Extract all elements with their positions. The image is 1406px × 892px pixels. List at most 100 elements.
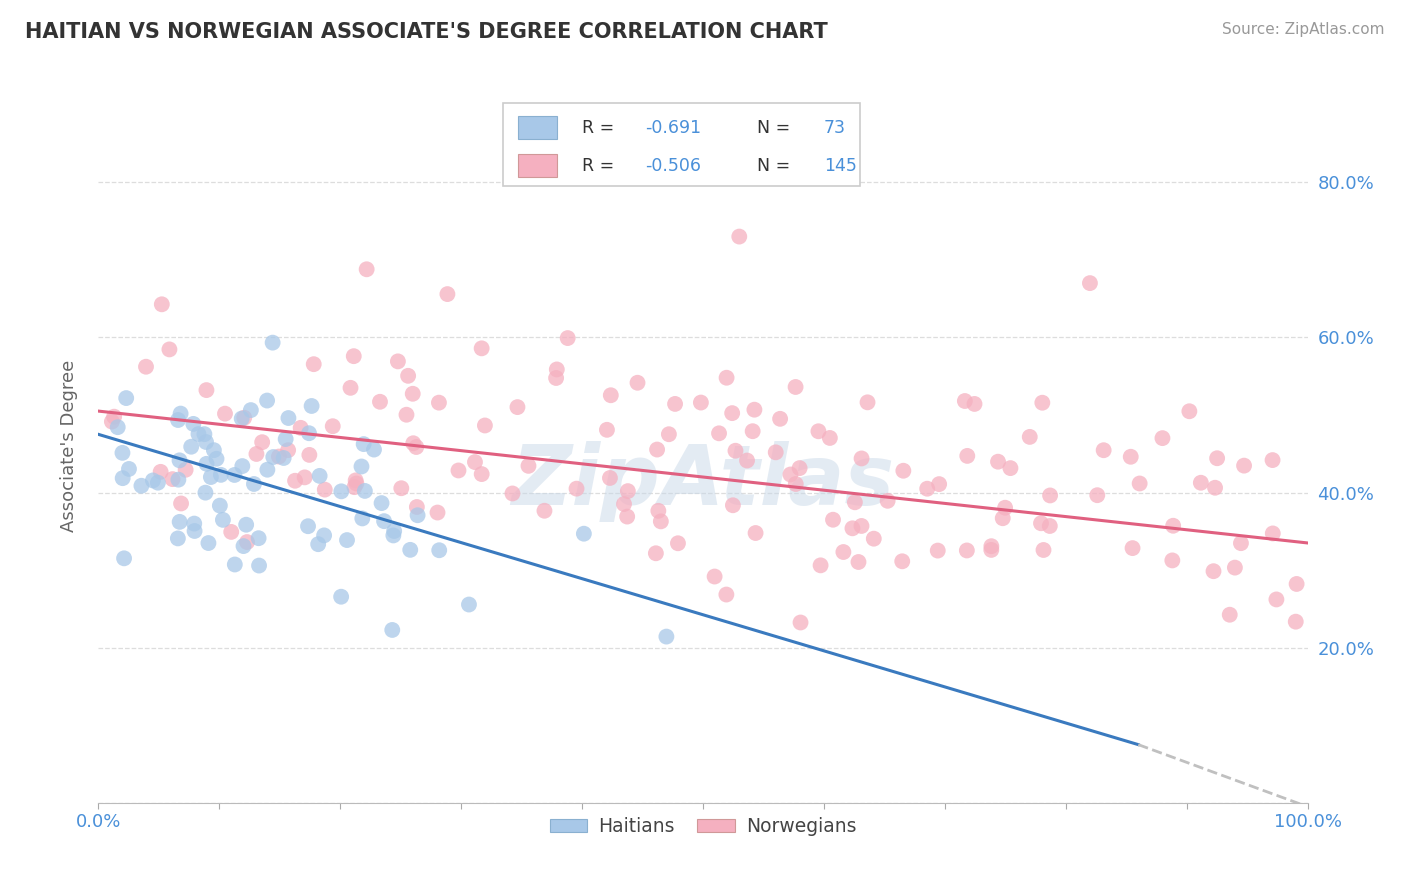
Point [174, 463, 197, 477]
Point [314, 483, 336, 497]
Point [690, 395, 713, 409]
Point [848, 555, 870, 569]
Point [427, 395, 450, 409]
Point [458, 598, 481, 612]
Point [517, 458, 540, 473]
Point [716, 370, 738, 384]
Point [195, 383, 218, 397]
Point [195, 435, 218, 450]
Point [474, 418, 496, 433]
Legend: Haitians, Norwegians: Haitians, Norwegians [541, 809, 865, 843]
Point [336, 533, 359, 547]
Point [1223, 560, 1246, 574]
Point [744, 526, 766, 541]
Point [231, 411, 253, 425]
Point [277, 411, 299, 425]
Point [107, 420, 129, 434]
Point [789, 615, 811, 630]
Point [546, 371, 568, 385]
Point [546, 362, 568, 376]
Text: ZipAtlas: ZipAtlas [512, 442, 894, 522]
Point [193, 427, 215, 442]
Point [953, 394, 976, 409]
Point [167, 473, 190, 487]
Point [721, 498, 744, 512]
Point [352, 511, 374, 525]
Point [389, 481, 412, 495]
Point [368, 394, 391, 409]
Point [170, 496, 193, 510]
Point [426, 506, 449, 520]
Point [1206, 451, 1229, 466]
Point [655, 630, 678, 644]
Point [471, 342, 494, 356]
Text: -0.691: -0.691 [645, 119, 702, 136]
Point [658, 427, 681, 442]
Point [256, 463, 278, 477]
Point [533, 504, 555, 518]
Point [785, 380, 807, 394]
Point [1219, 607, 1241, 622]
Point [262, 335, 284, 350]
Point [111, 446, 134, 460]
Point [807, 424, 830, 438]
Point [112, 551, 135, 566]
Point [1032, 543, 1054, 558]
Point [200, 470, 222, 484]
Point [1122, 541, 1144, 555]
Text: R =: R = [582, 157, 620, 175]
Point [851, 451, 873, 466]
Point [247, 531, 270, 545]
Point [103, 409, 125, 424]
Point [169, 453, 191, 467]
Bar [517, 116, 557, 139]
Text: N =: N = [758, 119, 796, 136]
Point [301, 399, 323, 413]
Point [599, 471, 621, 485]
Point [308, 468, 330, 483]
Point [395, 408, 418, 422]
Point [1285, 577, 1308, 591]
Point [716, 588, 738, 602]
Point [1129, 476, 1152, 491]
Point [363, 442, 385, 457]
Point [402, 436, 425, 450]
Point [644, 546, 666, 560]
Text: HAITIAN VS NORWEGIAN ASSOCIATE'S DEGREE CORRELATION CHART: HAITIAN VS NORWEGIAN ASSOCIATE'S DEGREE … [25, 22, 828, 42]
Point [247, 558, 270, 573]
Point [893, 464, 915, 478]
Point [277, 443, 299, 458]
Point [294, 470, 316, 484]
Point [436, 287, 458, 301]
Point [180, 440, 202, 454]
Point [150, 297, 173, 311]
Point [841, 521, 863, 535]
Point [617, 484, 640, 499]
Point [209, 467, 232, 482]
Point [267, 450, 290, 464]
Point [728, 229, 751, 244]
Point [235, 517, 257, 532]
Point [1092, 443, 1115, 458]
Point [118, 462, 141, 476]
Point [406, 508, 429, 523]
Point [851, 519, 873, 533]
Point [785, 477, 807, 491]
Point [402, 386, 425, 401]
Point [1161, 553, 1184, 567]
Point [891, 554, 914, 568]
Point [664, 397, 686, 411]
Point [183, 417, 205, 431]
Point [232, 539, 254, 553]
Point [111, 471, 134, 485]
Text: N =: N = [758, 157, 796, 175]
Point [330, 590, 353, 604]
Point [387, 354, 409, 368]
Point [765, 445, 787, 459]
Point [1018, 430, 1040, 444]
Point [405, 440, 427, 454]
Point [856, 395, 879, 409]
Point [157, 343, 180, 357]
Point [1039, 519, 1062, 533]
Point [1285, 615, 1308, 629]
